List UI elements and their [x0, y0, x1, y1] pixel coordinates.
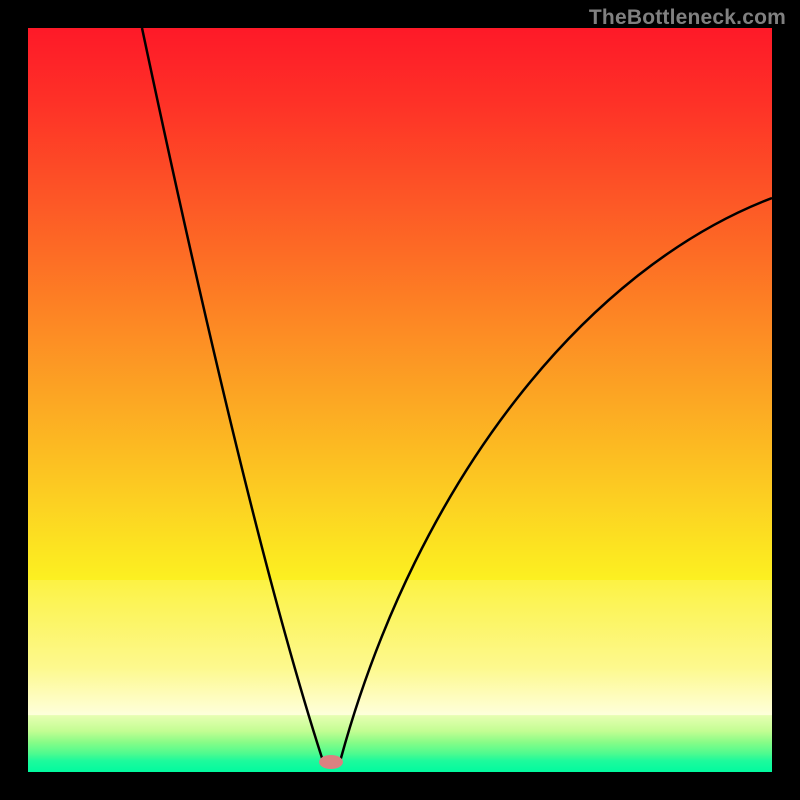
plot-area	[28, 28, 772, 772]
optimum-marker	[319, 755, 343, 769]
watermark-text: TheBottleneck.com	[589, 6, 786, 30]
chart-frame: TheBottleneck.com	[0, 0, 800, 800]
chart-background	[28, 28, 772, 772]
chart-svg	[28, 28, 772, 772]
